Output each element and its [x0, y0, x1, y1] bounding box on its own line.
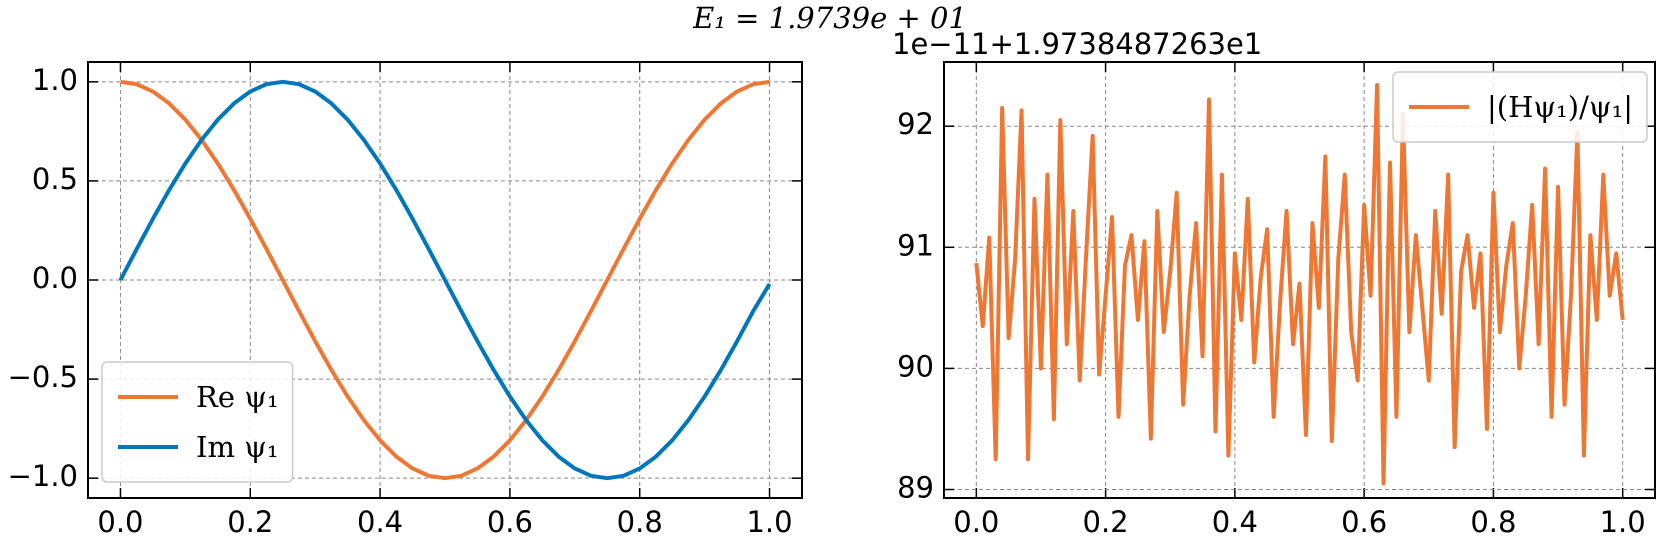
- series-line: [974, 83, 1625, 486]
- x-tick-label: 0.2: [227, 505, 273, 539]
- y-tick-label: −1.0: [8, 459, 78, 493]
- legend-label: Im ψ₁: [196, 430, 279, 464]
- y-tick-label: 0.5: [32, 162, 78, 196]
- x-tick-label: 0.2: [1083, 505, 1129, 539]
- x-tick-label: 1.0: [1600, 505, 1646, 539]
- y-tick-label: 91: [897, 228, 934, 262]
- x-tick-label: 0.0: [953, 505, 999, 539]
- y-tick-label: 0.0: [32, 261, 78, 295]
- x-tick-label: 0.6: [1341, 505, 1387, 539]
- y-tick-label: 1.0: [32, 63, 78, 97]
- legend-label: |(Hψ₁)/ψ₁|: [1487, 90, 1633, 124]
- x-tick-label: 0.4: [357, 505, 403, 539]
- legend-label: Re ψ₁: [196, 380, 279, 414]
- x-tick-label: 1.0: [746, 505, 792, 539]
- x-tick-label: 0.4: [1212, 505, 1258, 539]
- y-tick-label: 92: [897, 107, 934, 141]
- series-line: [118, 79, 772, 481]
- axes-frame: [87, 61, 803, 499]
- x-tick-label: 0.6: [487, 505, 533, 539]
- legend-box: [101, 361, 294, 483]
- y-tick-label: −0.5: [8, 360, 78, 394]
- legend: |(Hψ₁)/ψ₁|: [1392, 71, 1648, 143]
- figure-title: E₁ = 1.9739e + 01: [692, 1, 967, 35]
- y-tick-label: 89: [897, 471, 934, 505]
- x-tick-label: 0.8: [617, 505, 663, 539]
- offset-label: 1e−11+1.9738487263e1: [892, 27, 1262, 61]
- axes-frame: [943, 61, 1656, 499]
- x-tick-label: 0.0: [97, 505, 143, 539]
- legend-box: [1392, 71, 1648, 143]
- y-tick-label: 90: [897, 349, 934, 383]
- x-tick-label: 0.8: [1470, 505, 1516, 539]
- legend: Re ψ₁ Im ψ₁: [101, 361, 294, 483]
- series-line: [120, 79, 770, 481]
